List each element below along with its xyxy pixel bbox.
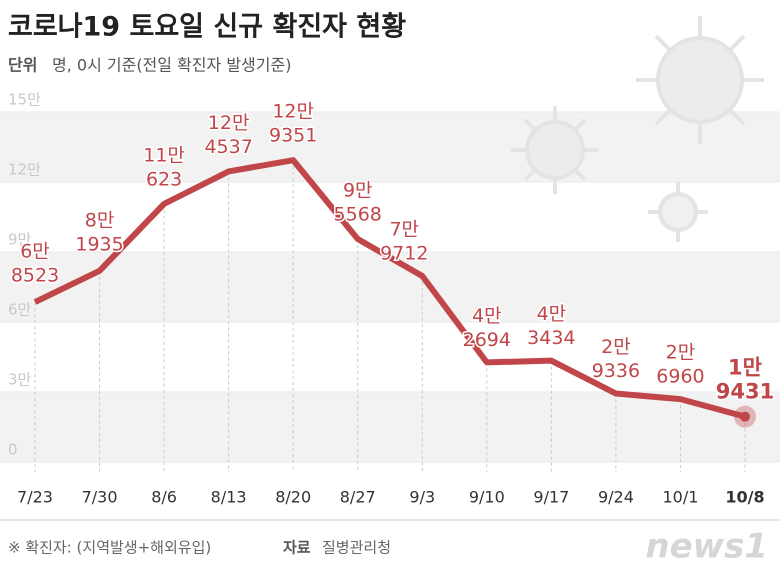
x-tick-label: 9/17: [533, 488, 569, 507]
x-tick-label: 10/1: [662, 488, 698, 507]
data-label: 7만: [389, 219, 419, 241]
data-label: 8523: [11, 265, 59, 287]
data-label: 8만: [85, 209, 115, 231]
subtitle: 명, 0시 기준(전일 확진자 발생기준): [52, 56, 291, 75]
unit-label: 단위: [8, 56, 37, 75]
data-label: 12만: [208, 112, 250, 134]
data-label: 4537: [204, 136, 252, 158]
data-label: 5568: [334, 204, 382, 226]
data-label: 4만: [537, 303, 567, 325]
x-tick-label: 7/30: [82, 488, 118, 507]
y-tick-label: 6만: [8, 301, 32, 319]
band: [0, 112, 780, 182]
data-label: 9712: [380, 243, 428, 265]
data-label: 9만: [343, 180, 373, 202]
x-tick-label: 8/20: [275, 488, 311, 507]
point: [740, 411, 750, 422]
band: [0, 392, 780, 462]
y-tick-label: 12만: [8, 161, 41, 179]
data-label: 9336: [592, 360, 640, 382]
data-label: 2만: [601, 336, 631, 358]
data-label: 1만: [728, 356, 762, 380]
data-label: 12만: [272, 101, 314, 123]
data-label: 623: [146, 168, 182, 190]
x-tick-label: 7/23: [17, 488, 53, 507]
data-label: 9351: [269, 125, 317, 147]
y-tick-label: 3만: [8, 371, 32, 389]
y-tick-label: 9만: [8, 231, 32, 249]
logo: news1: [645, 527, 768, 567]
footnote: ※ 확진자: (지역발생+해외유입): [8, 539, 211, 557]
x-tick-label: 10/8: [725, 488, 764, 507]
data-label: 6만: [20, 241, 50, 263]
band: [0, 252, 780, 322]
x-tick-label: 9/24: [598, 488, 634, 507]
source: 질병관리청: [322, 539, 391, 557]
x-tick-label: 9/10: [469, 488, 505, 507]
data-label: 2694: [463, 329, 511, 351]
data-label: 1935: [75, 233, 123, 255]
y-tick-label: 15만: [8, 91, 41, 109]
data-label: 11만: [143, 144, 185, 166]
source-label: 자료: [283, 539, 311, 557]
y-tick-label: 0: [8, 441, 18, 459]
x-tick-label: 8/13: [211, 488, 247, 507]
data-label: 9431: [716, 380, 774, 404]
data-label: 3434: [527, 327, 575, 349]
data-label: 2만: [666, 342, 696, 364]
data-label: 4만: [472, 305, 502, 327]
x-tick-label: 8/27: [340, 488, 376, 507]
data-label: 6960: [656, 366, 704, 388]
chart-title: 코로나19 토요일 신규 확진자 현황: [8, 12, 406, 43]
virus-decoration: [511, 16, 764, 242]
line: [33, 157, 746, 420]
x-tick-label: 9/3: [409, 488, 435, 507]
x-tick-label: 8/6: [151, 488, 177, 507]
